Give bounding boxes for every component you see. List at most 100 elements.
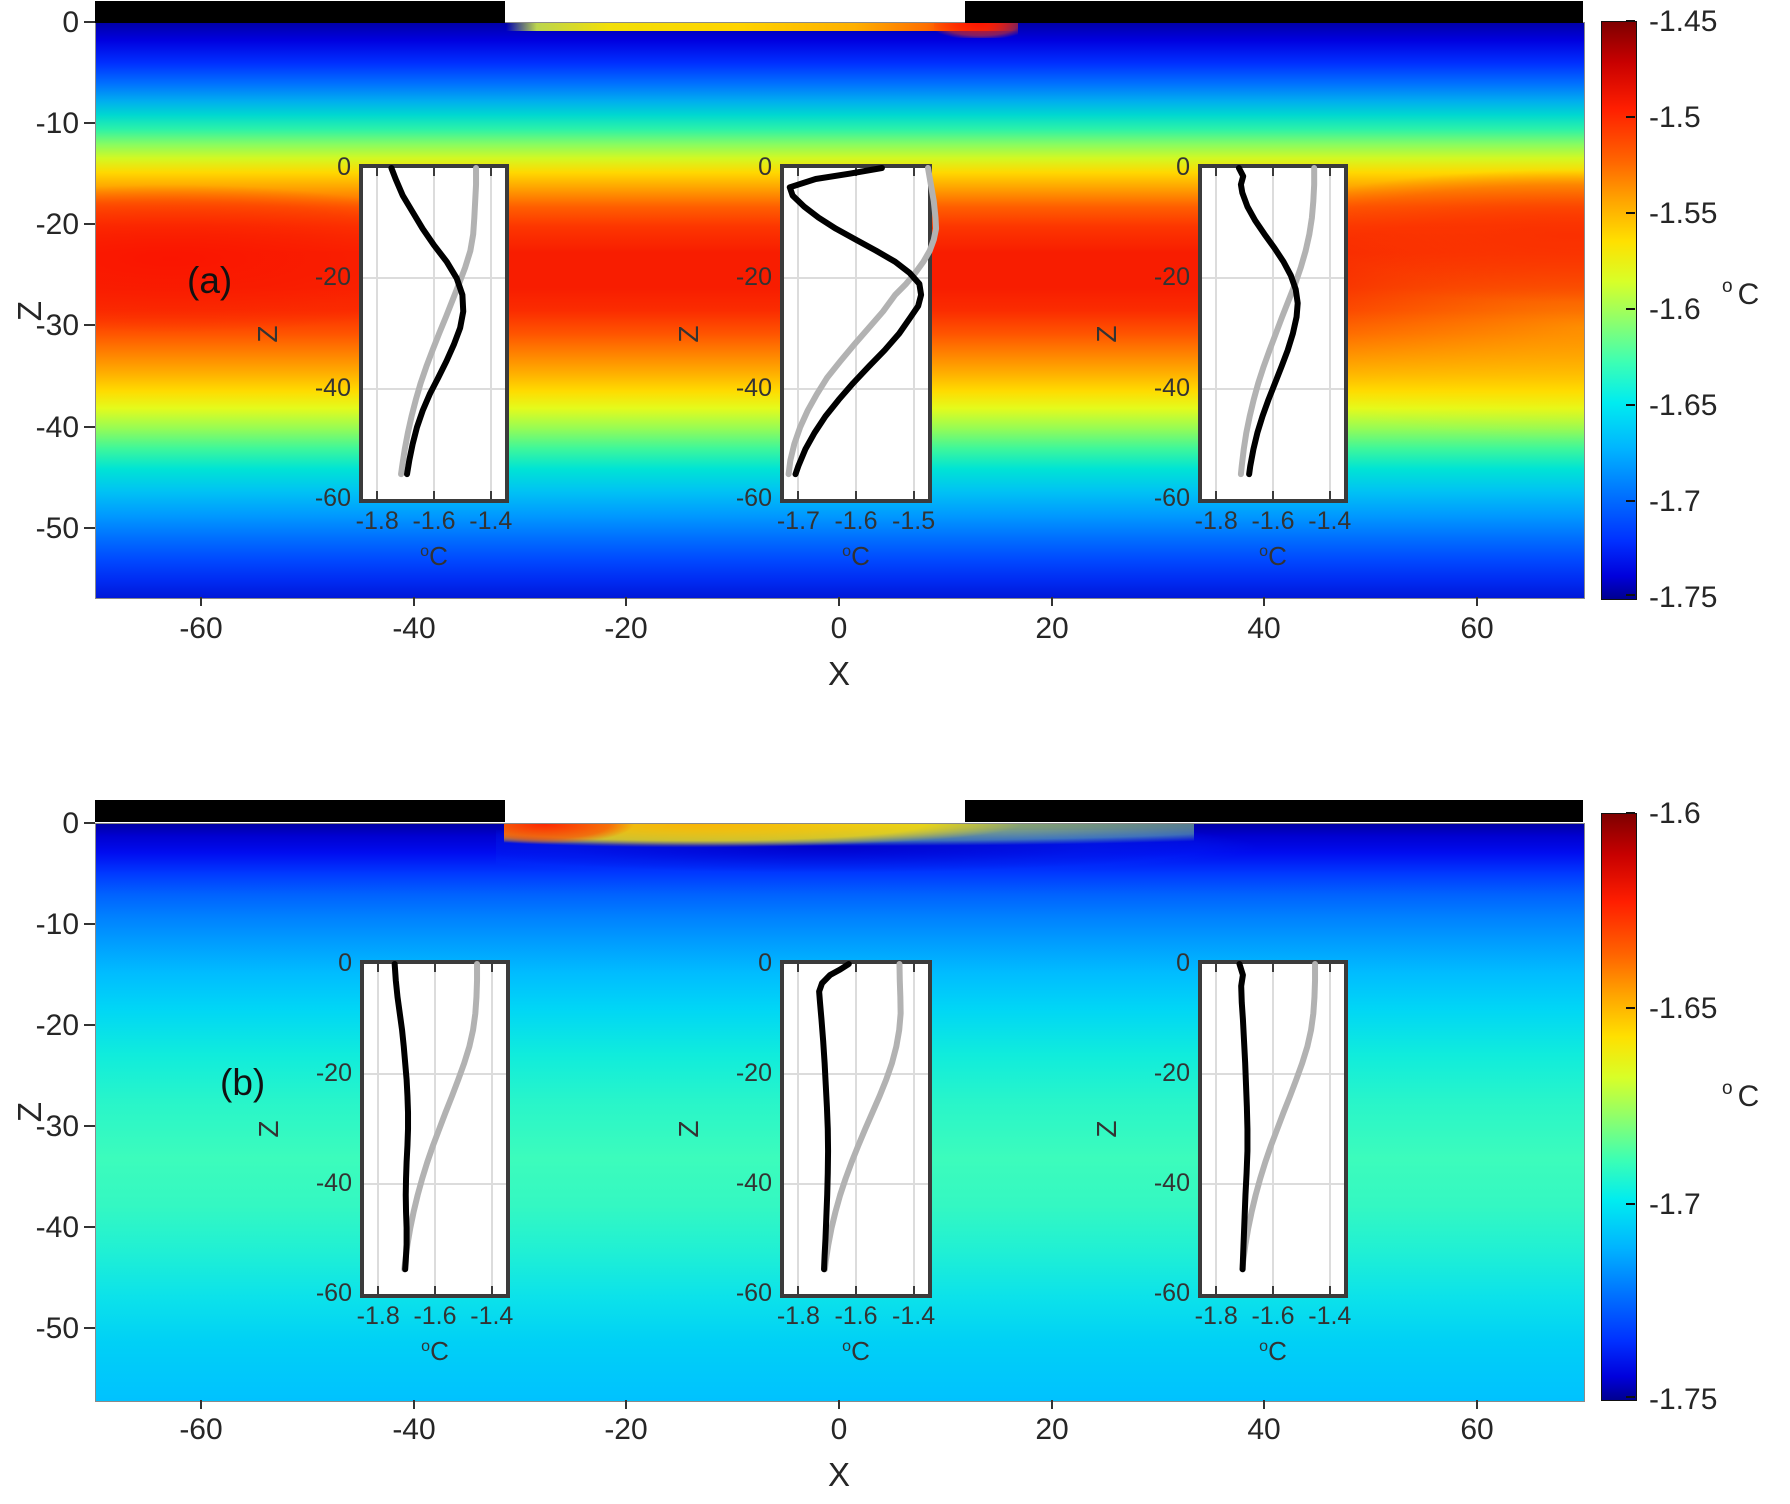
inset-y-axis-label: Z [252, 324, 283, 343]
inset-gridline-h [784, 277, 928, 280]
colorbar-tick-label: -1.65 [1649, 389, 1718, 422]
inset-celsius: C [429, 541, 448, 571]
black-profile [1239, 168, 1298, 474]
inset-x-axis-unit: oC [389, 541, 479, 572]
inset-x-tick-label: -1.6 [1251, 1302, 1295, 1330]
inset-x-tick-label: -1.6 [834, 507, 878, 535]
inset-y-tick-label: 0 [337, 153, 351, 181]
inset-degree-sup: o [842, 1338, 852, 1355]
inset-y-tick-label: 0 [1176, 949, 1190, 977]
x-tick-label: -40 [392, 1413, 436, 1446]
inset-y-tick-label: -20 [315, 1059, 352, 1087]
inset-gridline-v [1328, 168, 1331, 499]
panel-letter-b: (b) [220, 1062, 266, 1103]
colorbar-tick-mark [1626, 212, 1635, 214]
x-tick-mark [413, 1400, 415, 1409]
inset-x-tick-mark [433, 168, 435, 176]
inset-x-tick-mark [1272, 964, 1274, 972]
inset-gridline-v [377, 964, 380, 1294]
y-tick-label: 0 [62, 807, 79, 840]
y-tick-mark [84, 426, 95, 428]
inset-gridline-v [912, 964, 915, 1294]
inset-x-tick-mark [489, 168, 492, 176]
inset-x-tick-label: -1.6 [412, 507, 456, 535]
inset-gridline-v [1328, 964, 1331, 1294]
x-tick-label: 60 [1460, 1413, 1494, 1446]
ice-bar-b-right [965, 800, 1583, 822]
inset-x-tick-mark [490, 964, 493, 972]
inset-x-tick-mark [912, 964, 915, 972]
colorbar-tick-mark [1626, 308, 1635, 310]
inset-y-tick-label: 0 [1176, 153, 1190, 181]
inset-x-tick-mark [1328, 168, 1331, 176]
inset-gridline-v [855, 168, 857, 499]
x-axis-label-b: X [827, 1456, 850, 1493]
colorbar-tick-mark [1626, 116, 1635, 118]
inset-y-tick-label: -40 [314, 373, 351, 402]
inset-y-tick-label: -20 [1153, 1059, 1190, 1087]
inset-y-tick-label: -20 [735, 263, 772, 292]
inset-y-tick-label: -60 [1153, 484, 1190, 512]
black-profile [395, 964, 408, 1269]
inset-x-axis-unit: oC [1228, 541, 1318, 572]
inset-x-axis-unit: oC [1228, 1336, 1318, 1367]
x-tick-mark [1263, 597, 1265, 606]
inset-gridline-v [434, 964, 436, 1294]
y-tick-mark [84, 527, 95, 529]
x-tick-label: -40 [392, 612, 436, 645]
inset-gridline-v [1215, 168, 1218, 499]
inset-x-tick-mark [855, 1286, 857, 1294]
inset-x-tick-label: -1.8 [1194, 507, 1238, 535]
inset-profile-0-1: 0 -20 -40 -60 -1.7 -1.6 -1.5 oC Z [673, 153, 932, 571]
y-tick-label: -30 [35, 309, 79, 342]
inset-gridline-v [797, 168, 800, 499]
profile-curves [1202, 168, 1344, 499]
inset-degree-sup: o [842, 543, 852, 560]
inset-x-tick-mark [912, 168, 915, 176]
colorbar-tick-label: -1.75 [1649, 1383, 1718, 1416]
y-tick-mark [84, 223, 95, 225]
y-tick-mark [84, 822, 95, 824]
profile-curves [363, 168, 505, 499]
x-tick-mark [200, 597, 202, 606]
colorbar-tick-mark [1626, 20, 1635, 22]
inset-gridline-h [364, 1073, 506, 1075]
inset-gridline-h [784, 387, 928, 390]
y-tick-label: -30 [35, 1110, 79, 1143]
inset-x-tick-label: -1.4 [1308, 1302, 1352, 1330]
colorbar-tick-label: -1.75 [1649, 581, 1718, 614]
inset-y-tick-label: -40 [1153, 1169, 1190, 1197]
inset-profile-0-0: 0 -20 -40 -60 -1.8 -1.6 -1.4 oC Z [252, 153, 512, 571]
colorbar-tick-mark [1626, 500, 1635, 502]
colorbar-tick-mark [1626, 1203, 1635, 1205]
inset-x-tick-label: -1.8 [1194, 1302, 1238, 1330]
x-axis-label-a: X [827, 655, 850, 692]
inset-gridline-h [1202, 1183, 1344, 1185]
inset-celsius: C [1268, 1336, 1287, 1366]
inset-gridline-h [363, 277, 505, 280]
inset-x-tick-label: -1.8 [355, 507, 399, 535]
inset-celsius: C [430, 1336, 449, 1366]
inset-y-tick-label: -60 [315, 1279, 352, 1307]
y-tick-label: -50 [35, 512, 79, 545]
lead-red-spot-a [934, 23, 1018, 38]
ice-bar-a-left [95, 1, 505, 23]
inset-x-tick-mark [1272, 1286, 1274, 1294]
y-tick-label: -40 [35, 1211, 79, 1244]
inset-degree-sup: o [1259, 543, 1269, 560]
lead-warm-surface-a [506, 23, 1018, 31]
x-tick-label: 40 [1247, 612, 1281, 645]
y-tick-mark [84, 324, 95, 326]
inset-y-tick-label: -60 [735, 484, 772, 512]
black-profile [819, 964, 849, 1269]
inset-x-tick-mark [490, 1286, 493, 1294]
inset-x-tick-label: -1.4 [1308, 507, 1352, 535]
inset-y-axis-label: Z [1091, 324, 1122, 343]
inset-gridline-v [490, 964, 493, 1294]
celsius-a: C [1737, 278, 1760, 311]
inset-y-tick-label: -20 [314, 263, 351, 292]
inset-gridline-h [1202, 1073, 1344, 1075]
x-tick-mark [200, 1400, 202, 1409]
inset-x-tick-label: -1.7 [776, 507, 820, 535]
